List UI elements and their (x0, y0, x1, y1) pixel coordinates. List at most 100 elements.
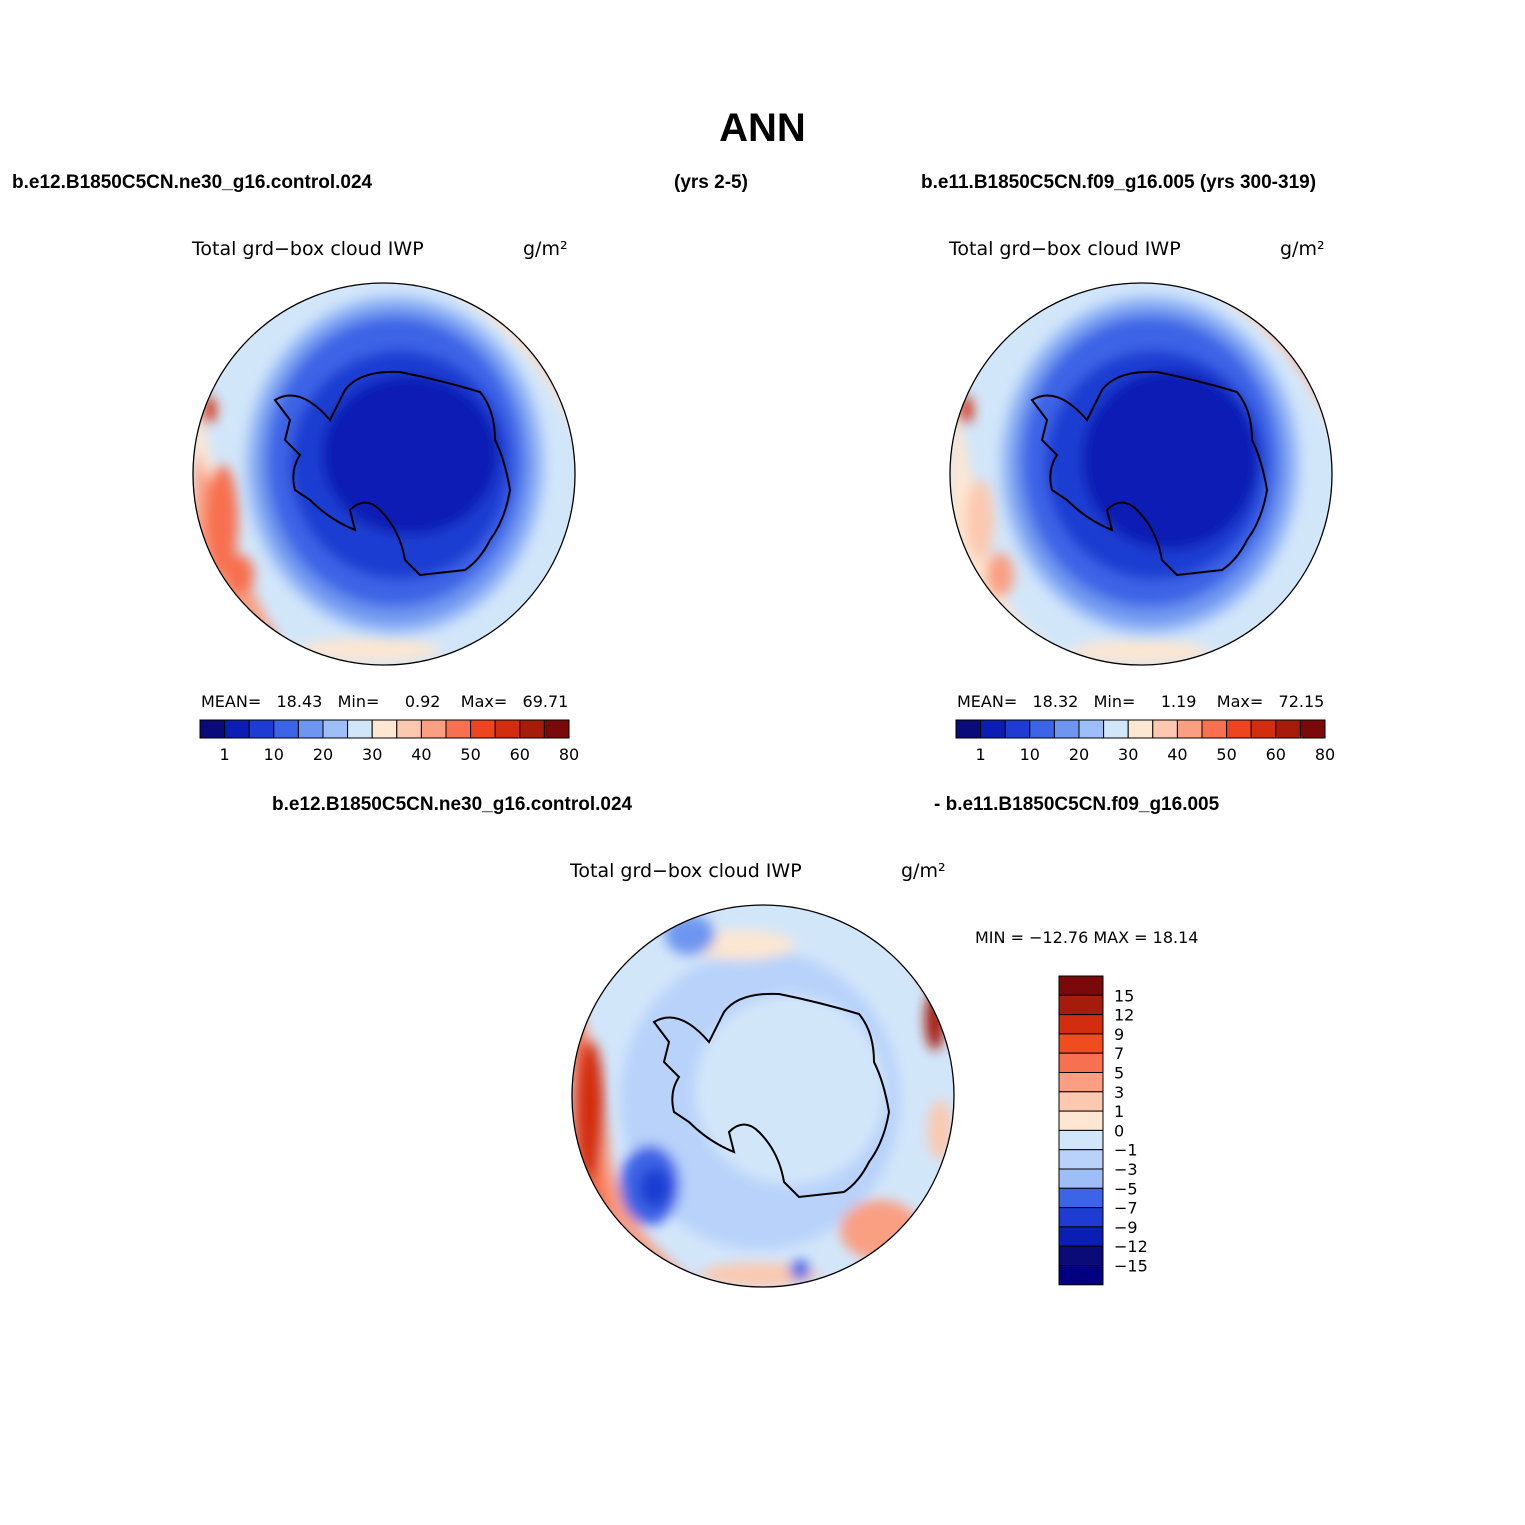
panel1-variable: Total grd−box cloud IWP (192, 238, 424, 260)
colorbar-swatch (322, 719, 349, 739)
panel2-variable: Total grd−box cloud IWP (949, 238, 1181, 260)
colorbar-swatch (470, 719, 496, 739)
colorbar-swatch (1250, 719, 1277, 739)
map-panel1 (192, 282, 576, 666)
colorbar-swatch (1058, 1110, 1104, 1131)
colorbar-label: 12 (1114, 1006, 1134, 1025)
colorbar-swatch (1275, 719, 1301, 739)
figure-title: ANN (719, 106, 806, 150)
colorbar-swatch (1058, 1014, 1104, 1035)
colorbar-label: −15 (1114, 1257, 1148, 1276)
colorbar-label: 20 (1069, 745, 1089, 764)
diff-left-case: b.e12.B1850C5CN.ne30_g16.control.024 (272, 794, 633, 815)
mean-value: 18.32 (1032, 692, 1079, 711)
panel2-stats: MEAN= 18.32 Min= 1.19 Max= 72.15 (957, 692, 1324, 711)
colorbar-label: 30 (1118, 745, 1138, 764)
colorbar-label: 1 (1114, 1102, 1124, 1121)
colorbar-swatch (420, 719, 447, 739)
colorbar-swatch (1058, 1187, 1104, 1209)
colorbar-swatch (1127, 719, 1154, 739)
colorbar-label: −3 (1114, 1160, 1138, 1179)
colorbar-swatch (1058, 1245, 1104, 1266)
colorbar-swatch (1176, 719, 1203, 739)
colorbar-label: 80 (559, 745, 579, 764)
colorbar-swatch (1152, 719, 1178, 739)
colorbar-swatch (519, 719, 545, 739)
min-value: 0.92 (404, 692, 441, 711)
colorbar-swatch (1058, 1052, 1104, 1073)
colorbar-swatch (199, 719, 226, 739)
colorbar-swatch (1103, 719, 1129, 739)
colorbar-label: −5 (1114, 1179, 1138, 1198)
colorbar-swatch (1058, 1149, 1104, 1170)
panel1-stats: MEAN= 18.43 Min= 0.92 Max= 69.71 (201, 692, 568, 711)
colorbar-label: 10 (1020, 745, 1040, 764)
colorbar-swatch (955, 719, 982, 739)
panel3-units: g/m² (901, 860, 946, 882)
colorbar-label: 0 (1114, 1121, 1124, 1140)
colorbar-label: −7 (1114, 1199, 1138, 1218)
colorbar-label: 1 (220, 745, 230, 764)
min-label: Min= (337, 692, 380, 711)
panel3-stats: MIN = −12.76 MAX = 18.14 (975, 928, 1199, 947)
colorbar-label: −1 (1114, 1141, 1138, 1160)
colorbar-swatch (543, 719, 570, 739)
mean-label: MEAN= (957, 692, 1018, 711)
colorbar-label: −9 (1114, 1218, 1138, 1237)
colorbar-label: 1 (976, 745, 986, 764)
colorbar-swatch (297, 719, 324, 739)
colorbar-panel2: 1 10 20 30 40 50 60 80 (955, 719, 1335, 764)
left-case-name: b.e12.B1850C5CN.ne30_g16.control.024 (12, 172, 373, 193)
colorbar-swatch (1201, 719, 1228, 739)
colorbar-swatch (396, 719, 422, 739)
colorbar-swatch (1058, 1091, 1104, 1112)
colorbar-swatch (1058, 994, 1104, 1016)
colorbar-swatch (1058, 1072, 1104, 1093)
diff-right-case: - b.e11.B1850C5CN.f09_g16.005 (934, 794, 1220, 815)
colorbar-label: 80 (1315, 745, 1335, 764)
max-label: Max= (460, 692, 508, 711)
colorbar-swatch (248, 719, 275, 739)
colorbar-swatch (1058, 1265, 1104, 1286)
max-label: Max= (1216, 692, 1264, 711)
colorbar-swatch (1226, 719, 1252, 739)
map-panel2 (949, 282, 1333, 666)
max-value: 72.15 (1278, 692, 1325, 711)
colorbar-swatch (980, 719, 1006, 739)
colorbar-swatch (494, 719, 521, 739)
colorbar-label: 3 (1114, 1083, 1124, 1102)
colorbar-label: 7 (1114, 1044, 1124, 1063)
colorbar-swatch (1078, 719, 1105, 739)
max-value: 69.71 (522, 692, 569, 711)
colorbar-swatch (1058, 1168, 1104, 1189)
colorbar-panel1: 1 10 20 30 40 50 60 80 (199, 719, 579, 764)
right-case-name: b.e11.B1850C5CN.f09_g16.005 (yrs 300-319… (921, 172, 1317, 193)
colorbar-label: 20 (313, 745, 333, 764)
colorbar-swatch (1029, 719, 1055, 739)
colorbar-swatch (1053, 719, 1080, 739)
min-value: 1.19 (1160, 692, 1197, 711)
colorbar-swatch (1004, 719, 1031, 739)
mean-value: 18.43 (276, 692, 323, 711)
colorbar-swatch (347, 719, 373, 739)
colorbar-swatch (224, 719, 250, 739)
colorbar-label: 50 (1216, 745, 1236, 764)
colorbar-swatch (1058, 1226, 1104, 1247)
panel2-units: g/m² (1280, 238, 1325, 260)
map-panel3 (571, 904, 955, 1288)
colorbar-label: 5 (1114, 1064, 1124, 1083)
colorbar-swatch (1058, 975, 1104, 996)
colorbar-swatch (1058, 1207, 1104, 1228)
left-case-years: (yrs 2-5) (674, 172, 748, 193)
colorbar-label: 40 (411, 745, 431, 764)
colorbar-label: 40 (1167, 745, 1187, 764)
min-label: Min= (1093, 692, 1136, 711)
colorbar-label: 60 (1266, 745, 1286, 764)
colorbar-label: 10 (264, 745, 284, 764)
colorbar-label: 30 (362, 745, 382, 764)
mean-label: MEAN= (201, 692, 262, 711)
colorbar-swatch (1058, 1129, 1104, 1151)
colorbar-label: −12 (1114, 1237, 1148, 1256)
